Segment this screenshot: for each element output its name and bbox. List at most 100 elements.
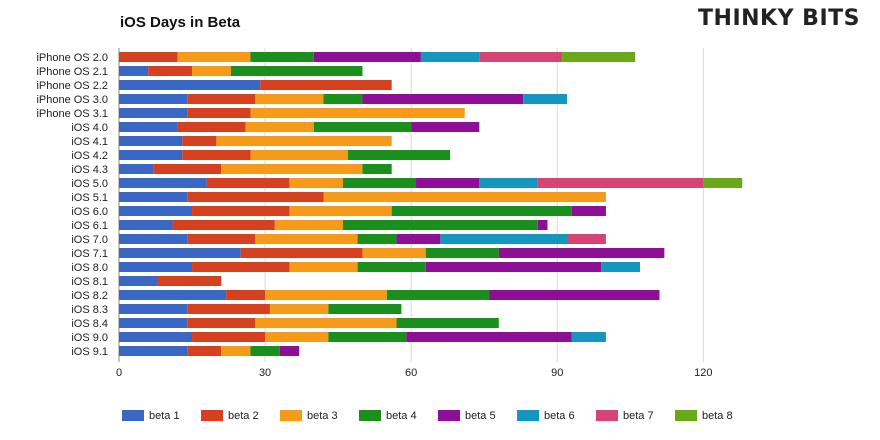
bar-segment-beta-4 bbox=[342, 178, 417, 188]
category-label: iPhone OS 2.1 bbox=[36, 66, 108, 78]
category-label: iOS 8.3 bbox=[71, 304, 108, 316]
bar-segment-beta-2 bbox=[187, 234, 256, 244]
category-label: iOS 4.1 bbox=[71, 136, 108, 148]
bar-segment-beta-4 bbox=[342, 220, 538, 230]
legend-swatch bbox=[675, 410, 697, 421]
bar-segment-beta-3 bbox=[255, 318, 397, 328]
bar-segment-beta-1 bbox=[119, 234, 188, 244]
bar-segment-beta-1 bbox=[119, 66, 149, 76]
bar-segment-beta-4 bbox=[362, 164, 392, 174]
bar-segment-beta-3 bbox=[255, 234, 358, 244]
bar-segment-beta-2 bbox=[172, 220, 275, 230]
bar-segment-beta-6 bbox=[523, 94, 567, 104]
legend-swatch bbox=[359, 410, 381, 421]
bar-segment-beta-2 bbox=[226, 290, 266, 300]
category-label: iOS 8.0 bbox=[71, 262, 108, 274]
category-label: iOS 8.2 bbox=[71, 290, 108, 302]
bar-segment-beta-5 bbox=[416, 178, 480, 188]
bar-segment-beta-5 bbox=[279, 346, 300, 356]
bar-segment-beta-8 bbox=[703, 178, 743, 188]
legend: beta 1 beta 2 beta 3 beta 4 beta 5 beta 6 beta… bbox=[122, 410, 733, 422]
bar-segment-beta-3 bbox=[265, 290, 387, 300]
bar-segment-beta-3 bbox=[177, 52, 251, 62]
bar-segment-beta-4 bbox=[347, 150, 451, 160]
bar-segment-beta-4 bbox=[391, 206, 572, 216]
bar-segment-beta-3 bbox=[250, 108, 465, 118]
legend-swatch bbox=[517, 410, 539, 421]
bar-segment-beta-4 bbox=[425, 248, 499, 258]
bar-segment-beta-1 bbox=[119, 206, 193, 216]
bar-segment-beta-3 bbox=[216, 136, 392, 146]
bar-segment-beta-2 bbox=[240, 248, 363, 258]
bar-segment-beta-6 bbox=[479, 178, 538, 188]
bar-segment-beta-3 bbox=[221, 164, 363, 174]
category-label: iOS 6.1 bbox=[71, 220, 108, 232]
category-label: iOS 7.1 bbox=[71, 248, 108, 260]
category-label: iOS 9.1 bbox=[71, 346, 108, 358]
bar-segment-beta-4 bbox=[328, 332, 407, 342]
bar-segment-beta-5 bbox=[498, 248, 665, 258]
category-label: iOS 4.0 bbox=[71, 122, 108, 134]
bar-segment-beta-4 bbox=[328, 304, 402, 314]
bar-segment-beta-2 bbox=[187, 192, 324, 202]
category-label: iPhone OS 2.0 bbox=[36, 52, 108, 64]
bar-segment-beta-6 bbox=[571, 332, 606, 342]
bar-segment-beta-3 bbox=[221, 346, 251, 356]
bar-segment-beta-1 bbox=[119, 262, 193, 272]
legend-label: beta 6 bbox=[544, 410, 575, 422]
category-label: iOS 4.2 bbox=[71, 150, 108, 162]
x-tick-label: 120 bbox=[694, 367, 712, 379]
x-tick-label: 30 bbox=[259, 367, 271, 379]
bar-segment-beta-5 bbox=[411, 122, 480, 132]
bar-segment-beta-1 bbox=[119, 290, 227, 300]
bar-segment-beta-2 bbox=[187, 318, 256, 328]
x-tick-labels: 0 30 60 90 120 bbox=[116, 367, 713, 379]
legend-label: beta 7 bbox=[623, 410, 654, 422]
bars bbox=[119, 52, 743, 356]
bar-segment-beta-2 bbox=[192, 262, 290, 272]
bar-segment-beta-2 bbox=[187, 304, 270, 314]
bar-segment-beta-1 bbox=[119, 136, 183, 146]
bar-segment-beta-3 bbox=[265, 332, 329, 342]
bar-segment-beta-3 bbox=[269, 304, 329, 314]
bar-segment-beta-2 bbox=[177, 122, 246, 132]
bar-segment-beta-1 bbox=[119, 346, 188, 356]
x-tick-label: 0 bbox=[116, 367, 122, 379]
category-label: iOS 5.0 bbox=[71, 178, 108, 190]
bar-segment-beta-5 bbox=[313, 52, 421, 62]
bar-segment-beta-4 bbox=[323, 94, 363, 104]
bar-segment-beta-5 bbox=[425, 262, 602, 272]
bar-segment-beta-1 bbox=[119, 192, 188, 202]
bar-segment-beta-4 bbox=[357, 234, 397, 244]
category-label: iOS 4.3 bbox=[71, 164, 108, 176]
bar-segment-beta-1 bbox=[119, 304, 188, 314]
bar-segment-beta-7 bbox=[479, 52, 563, 62]
bar-segment-beta-1 bbox=[119, 178, 207, 188]
category-label: iOS 8.4 bbox=[71, 318, 108, 330]
bar-segment-beta-4 bbox=[313, 122, 412, 132]
bar-segment-beta-5 bbox=[571, 206, 606, 216]
legend-swatch bbox=[201, 410, 223, 421]
legend-label: beta 3 bbox=[307, 410, 338, 422]
bar-segment-beta-2 bbox=[192, 332, 266, 342]
legend-swatch bbox=[438, 410, 460, 421]
bar-segment-beta-3 bbox=[274, 220, 343, 230]
bar-segment-beta-5 bbox=[396, 234, 441, 244]
brand-logo: THINKY BITS bbox=[698, 6, 860, 31]
x-tick-label: 60 bbox=[405, 367, 417, 379]
legend-label: beta 4 bbox=[386, 410, 417, 422]
bar-segment-beta-4 bbox=[250, 52, 314, 62]
bar-segment-beta-5 bbox=[362, 94, 524, 104]
bar-segment-beta-1 bbox=[119, 164, 154, 174]
chart-title: iOS Days in Beta bbox=[120, 14, 241, 31]
bar-segment-beta-1 bbox=[119, 150, 183, 160]
bar-segment-beta-3 bbox=[192, 66, 231, 76]
legend-label: beta 1 bbox=[149, 410, 180, 422]
bar-segment-beta-5 bbox=[537, 220, 548, 230]
bar-segment-beta-3 bbox=[289, 178, 343, 188]
bar-segment-beta-2 bbox=[119, 52, 178, 62]
bar-segment-beta-2 bbox=[182, 136, 217, 146]
legend-swatch bbox=[122, 410, 144, 421]
bar-segment-beta-3 bbox=[362, 248, 426, 258]
